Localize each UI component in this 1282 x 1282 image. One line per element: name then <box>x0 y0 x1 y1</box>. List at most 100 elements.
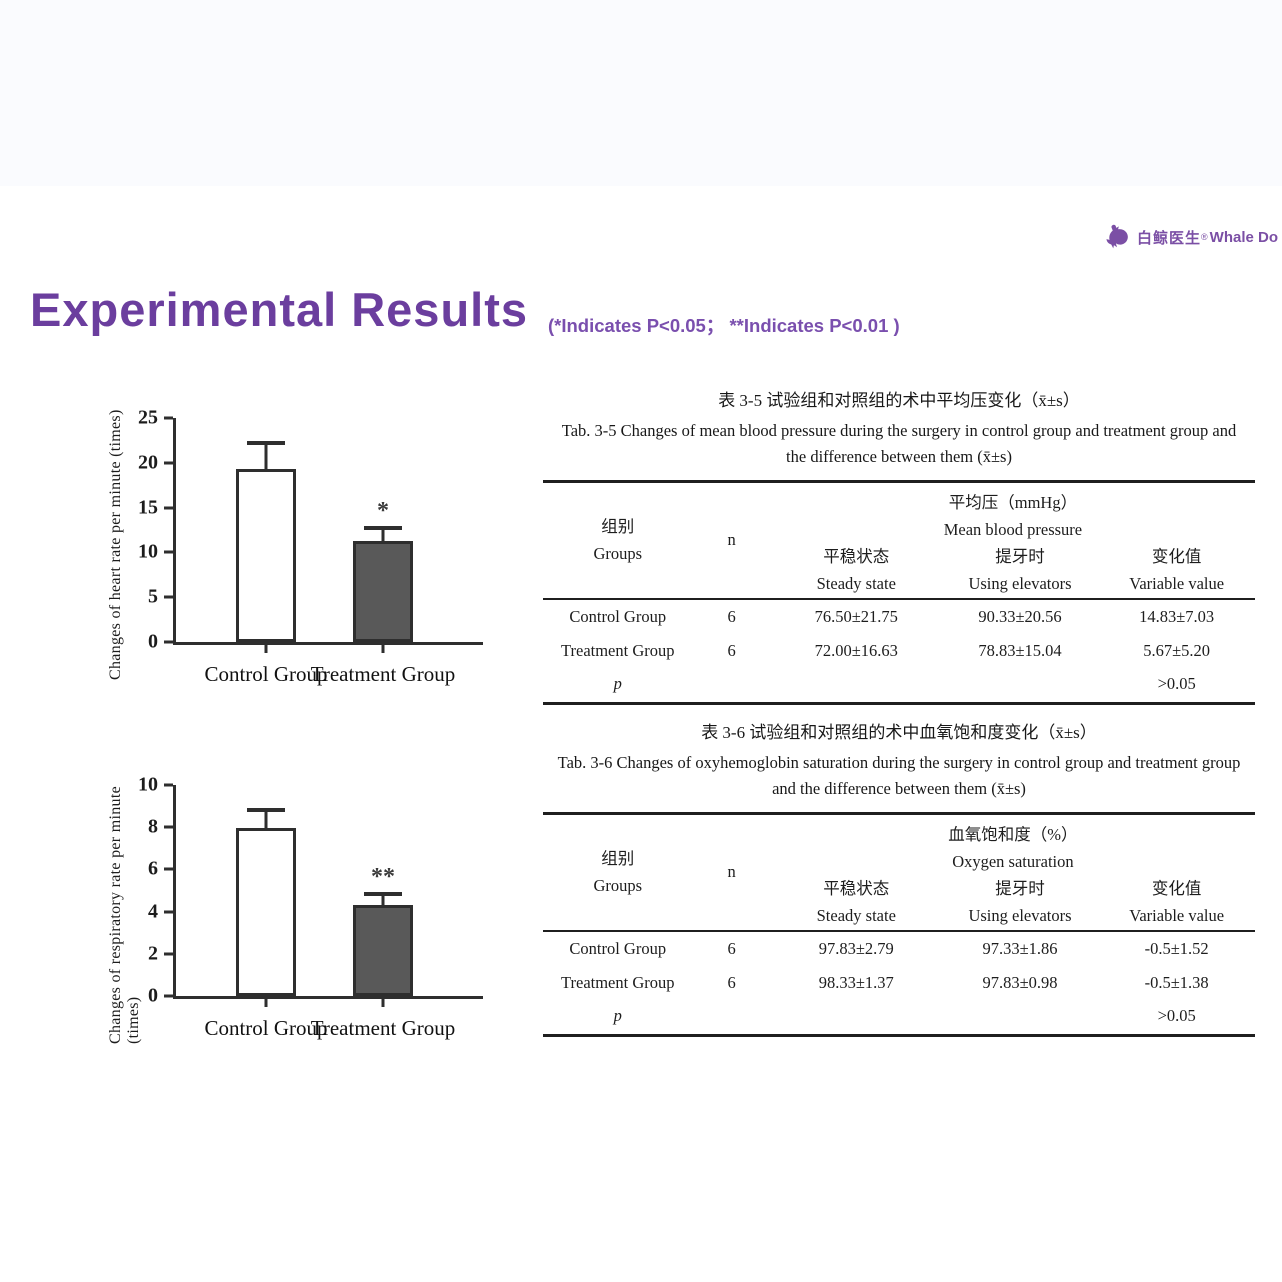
error-bar <box>264 808 268 839</box>
heart-rate-bar-chart: Changes of heart rate per minute (times)… <box>95 400 515 720</box>
y-tick <box>164 825 173 829</box>
y-tick-label: 2 <box>148 942 158 965</box>
data-table: 组别 Groups n 平均压（mmHg） Mean blood pressur… <box>543 479 1255 705</box>
cell-variable: 5.67±5.20 <box>1143 640 1211 660</box>
col-header-using-elevators: 提牙时 Using elevators <box>941 543 1099 600</box>
y-tick <box>164 783 173 787</box>
y-tick <box>164 550 173 554</box>
table-row: Treatment Group 6 98.33±1.37 97.83±0.98 … <box>543 966 1255 1000</box>
brand-text-zh: 白鲸医生 <box>1137 229 1202 247</box>
oxygen-saturation-table: 表 3-6 试验组和对照组的术中血氧饱和度变化（x̄±s） Tab. 3-6 C… <box>543 718 1255 1037</box>
p-value-row: p >0.05 <box>543 668 1255 704</box>
y-tick-label: 15 <box>138 496 158 519</box>
table-title-en-line1: Tab. 3-5 Changes of mean blood pressure … <box>561 421 1237 440</box>
plot-area: 0 2 4 6 8 10 Control Group ** Treatment Group <box>138 774 483 1040</box>
y-tick <box>164 416 173 420</box>
y-tick-label: 6 <box>148 857 158 880</box>
error-bar <box>264 441 268 480</box>
cell-n: 6 <box>727 606 736 626</box>
p-value: >0.05 <box>1157 1005 1196 1025</box>
table-row: Control Group 6 97.83±2.79 97.33±1.86 -0… <box>543 931 1255 966</box>
col-header-steady-state: 平稳状态 Steady state <box>770 543 942 600</box>
cell-elevators: 97.33±1.86 <box>982 938 1058 958</box>
brand-logo: 白鲸医生 ® Whale Do <box>1103 221 1278 253</box>
x-tick <box>381 645 385 653</box>
y-tick-label: 20 <box>138 451 158 474</box>
y-tick-label: 0 <box>148 984 158 1007</box>
cell-n: 6 <box>727 972 736 992</box>
table-title-en: Tab. 3-6 Changes of oxyhemoglobin satura… <box>543 750 1255 803</box>
x-tick <box>381 999 385 1007</box>
y-tick <box>164 952 173 956</box>
col-header-span: 平均压（mmHg） Mean blood pressure <box>943 492 1083 539</box>
y-tick <box>164 994 173 998</box>
cell-n: 6 <box>727 640 736 660</box>
col-header-span: 血氧饱和度（%） Oxygen saturation <box>948 824 1078 871</box>
cell-variable: 14.83±7.03 <box>1139 606 1215 626</box>
cell-elevators: 78.83±15.04 <box>978 640 1062 660</box>
y-tick-label: 4 <box>148 900 158 923</box>
p-label: p <box>613 1005 622 1025</box>
y-tick-label: 10 <box>138 540 158 563</box>
table-title-en-line2: and the difference between them (x̄±s) <box>772 779 1026 799</box>
cell-steady: 72.00±16.63 <box>814 640 898 660</box>
error-bar <box>381 891 385 916</box>
col-header-n: n <box>692 481 771 600</box>
table-title-en: Tab. 3-5 Changes of mean blood pressure … <box>543 418 1255 471</box>
cell-variable: -0.5±1.52 <box>1144 938 1209 958</box>
significance-marker: ** <box>371 863 395 890</box>
y-tick-label: 25 <box>138 406 158 429</box>
col-header-variable-value: 变化值 Variable value <box>1098 543 1255 600</box>
y-tick-label: 8 <box>148 815 158 838</box>
cell-steady: 76.50±21.75 <box>814 606 898 626</box>
col-header-groups: 组别 Groups <box>543 481 693 600</box>
brand-text-en: Whale Do <box>1209 228 1278 246</box>
page-title: Experimental Results <box>30 283 529 336</box>
cell-group: Control Group <box>569 938 667 958</box>
p-label: p <box>613 673 622 693</box>
error-bar-cap <box>364 526 402 531</box>
col-header-n: n <box>692 813 771 932</box>
cell-steady: 98.33±1.37 <box>818 972 894 992</box>
cell-group: Control Group <box>569 606 667 626</box>
y-tick <box>164 461 173 465</box>
cell-steady: 97.83±2.79 <box>818 938 894 958</box>
col-header-steady-state: 平稳状态 Steady state <box>770 875 942 932</box>
col-header-groups: 组别 Groups <box>543 813 693 932</box>
y-tick <box>164 595 173 599</box>
x-tick <box>264 645 268 653</box>
y-tick-label: 5 <box>148 585 158 608</box>
p-value: >0.05 <box>1157 673 1196 693</box>
top-band <box>0 0 1282 186</box>
error-bar-cap <box>364 891 402 896</box>
y-tick <box>164 640 173 644</box>
cell-elevators: 90.33±20.56 <box>978 606 1062 626</box>
col-header-using-elevators: 提牙时 Using elevators <box>941 875 1099 932</box>
table-title-zh: 表 3-5 试验组和对照组的术中平均压变化（x̄±s） <box>718 391 1080 410</box>
table-title-en-line2: the difference between them (x̄±s) <box>786 447 1012 467</box>
chart-bar <box>353 540 413 642</box>
error-bar-cap <box>247 441 285 446</box>
y-tick-label: 10 <box>138 773 158 796</box>
brand-registered-mark: ® <box>1201 232 1208 242</box>
cell-n: 6 <box>727 938 736 958</box>
chart-bar <box>236 828 296 996</box>
blood-pressure-table: 表 3-5 试验组和对照组的术中平均压变化（x̄±s） Tab. 3-5 Cha… <box>543 386 1255 705</box>
page-subtitle: (*Indicates P<0.05； **Indicates P<0.01 ) <box>548 315 900 336</box>
cell-group: Treatment Group <box>561 640 675 660</box>
chart-bar <box>353 905 413 996</box>
y-tick <box>164 506 173 510</box>
table-row: Treatment Group 6 72.00±16.63 78.83±15.0… <box>543 634 1255 668</box>
table-title-en-line1: Tab. 3-6 Changes of oxyhemoglobin satura… <box>557 753 1241 772</box>
plot-area: 0 5 10 15 20 25 Control Group * Treatment Group <box>138 407 483 686</box>
y-tick-label: 0 <box>148 630 158 653</box>
error-bar <box>381 526 385 551</box>
respiratory-rate-bar-chart: Changes of respiratory rate per minute (… <box>95 744 515 1074</box>
data-table: 组别 Groups n 血氧饱和度（%） Oxygen saturation 平… <box>543 811 1255 1037</box>
col-header-variable-value: 变化值 Variable value <box>1098 875 1255 932</box>
x-category-label: Treatment Group <box>310 1016 456 1040</box>
cell-group: Treatment Group <box>561 972 675 992</box>
y-tick <box>164 910 173 914</box>
x-category-label: Treatment Group <box>310 662 456 686</box>
